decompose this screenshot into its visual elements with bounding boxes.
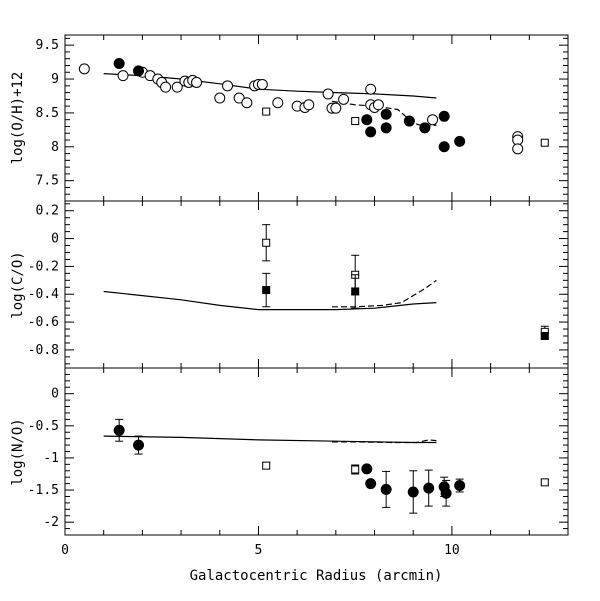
- data-point-open-circle: [160, 81, 172, 93]
- data-point-open-circle: [338, 93, 350, 105]
- data-point-filled-circle: [454, 480, 466, 492]
- data-point-open-circle: [272, 97, 284, 109]
- data-point-open-circle: [241, 97, 253, 109]
- data-point-open-circle: [330, 102, 342, 114]
- panel-no-frame: [64, 367, 569, 536]
- data-point-open-square: [262, 238, 271, 247]
- data-point-filled-circle: [380, 122, 392, 134]
- xtick-label: 5: [255, 543, 263, 558]
- data-point-open-circle: [427, 114, 439, 126]
- data-point-open-square: [540, 138, 549, 147]
- ytick-label-no: -1.5: [28, 483, 59, 498]
- data-point-open-circle: [303, 99, 315, 111]
- data-point-open-circle: [117, 70, 129, 82]
- ylabel-no: log(N/O): [10, 418, 26, 485]
- data-point-open-circle: [372, 99, 384, 111]
- data-point-filled-circle: [403, 115, 415, 127]
- data-point-filled-circle: [440, 487, 452, 499]
- panel-oh-frame: [64, 34, 569, 202]
- data-point-open-square: [262, 461, 271, 470]
- ytick-label-no: -2: [43, 515, 59, 530]
- ylabel-oh: log(O/H)+12: [10, 72, 26, 165]
- panel-no-marks: [113, 418, 549, 514]
- data-point-filled-square: [540, 331, 549, 340]
- data-point-open-square: [351, 117, 360, 126]
- ytick-label-co: -0.8: [28, 343, 59, 358]
- data-point-open-square: [262, 107, 271, 116]
- model-line-solid: [103, 435, 437, 444]
- panel-co-frame: [64, 200, 569, 369]
- ytick-label-co: -0.6: [28, 315, 59, 330]
- data-point-open-circle: [78, 63, 90, 75]
- data-point-filled-circle: [365, 126, 377, 138]
- xtick-label: 0: [61, 543, 69, 558]
- model-line-dashed: [331, 100, 437, 128]
- data-point-filled-circle: [365, 478, 377, 490]
- data-point-filled-square: [351, 287, 360, 296]
- panel-no-ticks: [64, 367, 569, 536]
- panel-co: -0.8 -0.6 -0.4 -0.2 0 0.2 log(C/O): [10, 200, 569, 369]
- panel-co-ytick-labels: -0.8 -0.6 -0.4 -0.2 0 0.2: [28, 204, 59, 358]
- panel-co-marks: [262, 224, 549, 340]
- data-point-filled-circle: [380, 483, 392, 495]
- ytick-label-oh: 7.5: [36, 174, 59, 189]
- panel-no-models: [103, 435, 437, 444]
- data-point-filled-circle: [438, 141, 450, 153]
- data-point-open-circle: [214, 92, 226, 104]
- model-line-dashed: [332, 439, 437, 444]
- data-point-open-square: [351, 465, 360, 474]
- panel-oh-marks: [78, 57, 549, 155]
- xtick-label: 10: [444, 543, 460, 558]
- ytick-label-co: -0.4: [28, 287, 59, 302]
- ytick-label-co: 0.2: [36, 204, 59, 219]
- data-point-open-circle: [171, 81, 183, 93]
- data-point-filled-circle: [133, 65, 145, 77]
- data-point-filled-circle: [423, 482, 435, 494]
- panel-oh-ticks: [64, 35, 569, 202]
- ylabel-co: log(C/O): [10, 251, 26, 318]
- data-point-open-square: [540, 478, 549, 487]
- panel-no: -2 -1.5 -1 -0.5 0 0 5 10 log(N/O) Galactocentr…: [10, 367, 569, 584]
- panel-oh-ytick-labels: 7.5 8 8.5 9 9.5: [36, 38, 59, 189]
- panel-no-ytick-labels: -2 -1.5 -1 -0.5 0: [28, 387, 59, 530]
- model-line-dashed: [332, 279, 437, 308]
- xlabel: Galactocentric Radius (arcmin): [190, 568, 443, 584]
- data-point-filled-circle: [454, 135, 466, 147]
- data-point-open-circle: [365, 83, 377, 95]
- ytick-label-co: -0.2: [28, 259, 59, 274]
- data-point-filled-circle: [419, 122, 431, 134]
- ytick-label-oh: 8.5: [36, 106, 59, 121]
- data-point-open-circle: [222, 80, 234, 92]
- model-line-solid: [103, 290, 437, 311]
- ytick-label-no: -0.5: [28, 419, 59, 434]
- panel-co-ticks: [64, 201, 569, 368]
- ytick-label-oh: 9.5: [36, 38, 59, 53]
- data-point-filled-circle: [113, 424, 125, 436]
- ytick-label-co: 0: [51, 232, 59, 247]
- ytick-label-no: -1: [43, 451, 59, 466]
- data-point-filled-circle: [380, 108, 392, 120]
- data-point-filled-circle: [361, 114, 373, 126]
- ytick-label-no: 0: [51, 387, 59, 402]
- data-point-filled-circle: [438, 110, 450, 122]
- data-point-open-circle: [256, 78, 268, 90]
- data-point-filled-square: [262, 286, 271, 295]
- ytick-label-oh: 9: [51, 72, 59, 87]
- data-point-open-circle: [322, 88, 334, 100]
- panel-no-xtick-labels: 0 5 10: [61, 543, 460, 558]
- data-point-filled-circle: [407, 486, 419, 498]
- data-point-filled-circle: [361, 463, 373, 475]
- panel-oh: 7.5 8 8.5 9 9.5 log(O/H)+12: [10, 34, 569, 202]
- panel-co-models: [103, 279, 437, 311]
- ytick-label-oh: 8: [51, 140, 59, 155]
- data-point-open-circle: [191, 76, 203, 88]
- data-point-filled-circle: [113, 57, 125, 69]
- data-point-filled-circle: [133, 439, 145, 451]
- data-point-open-circle: [512, 143, 524, 155]
